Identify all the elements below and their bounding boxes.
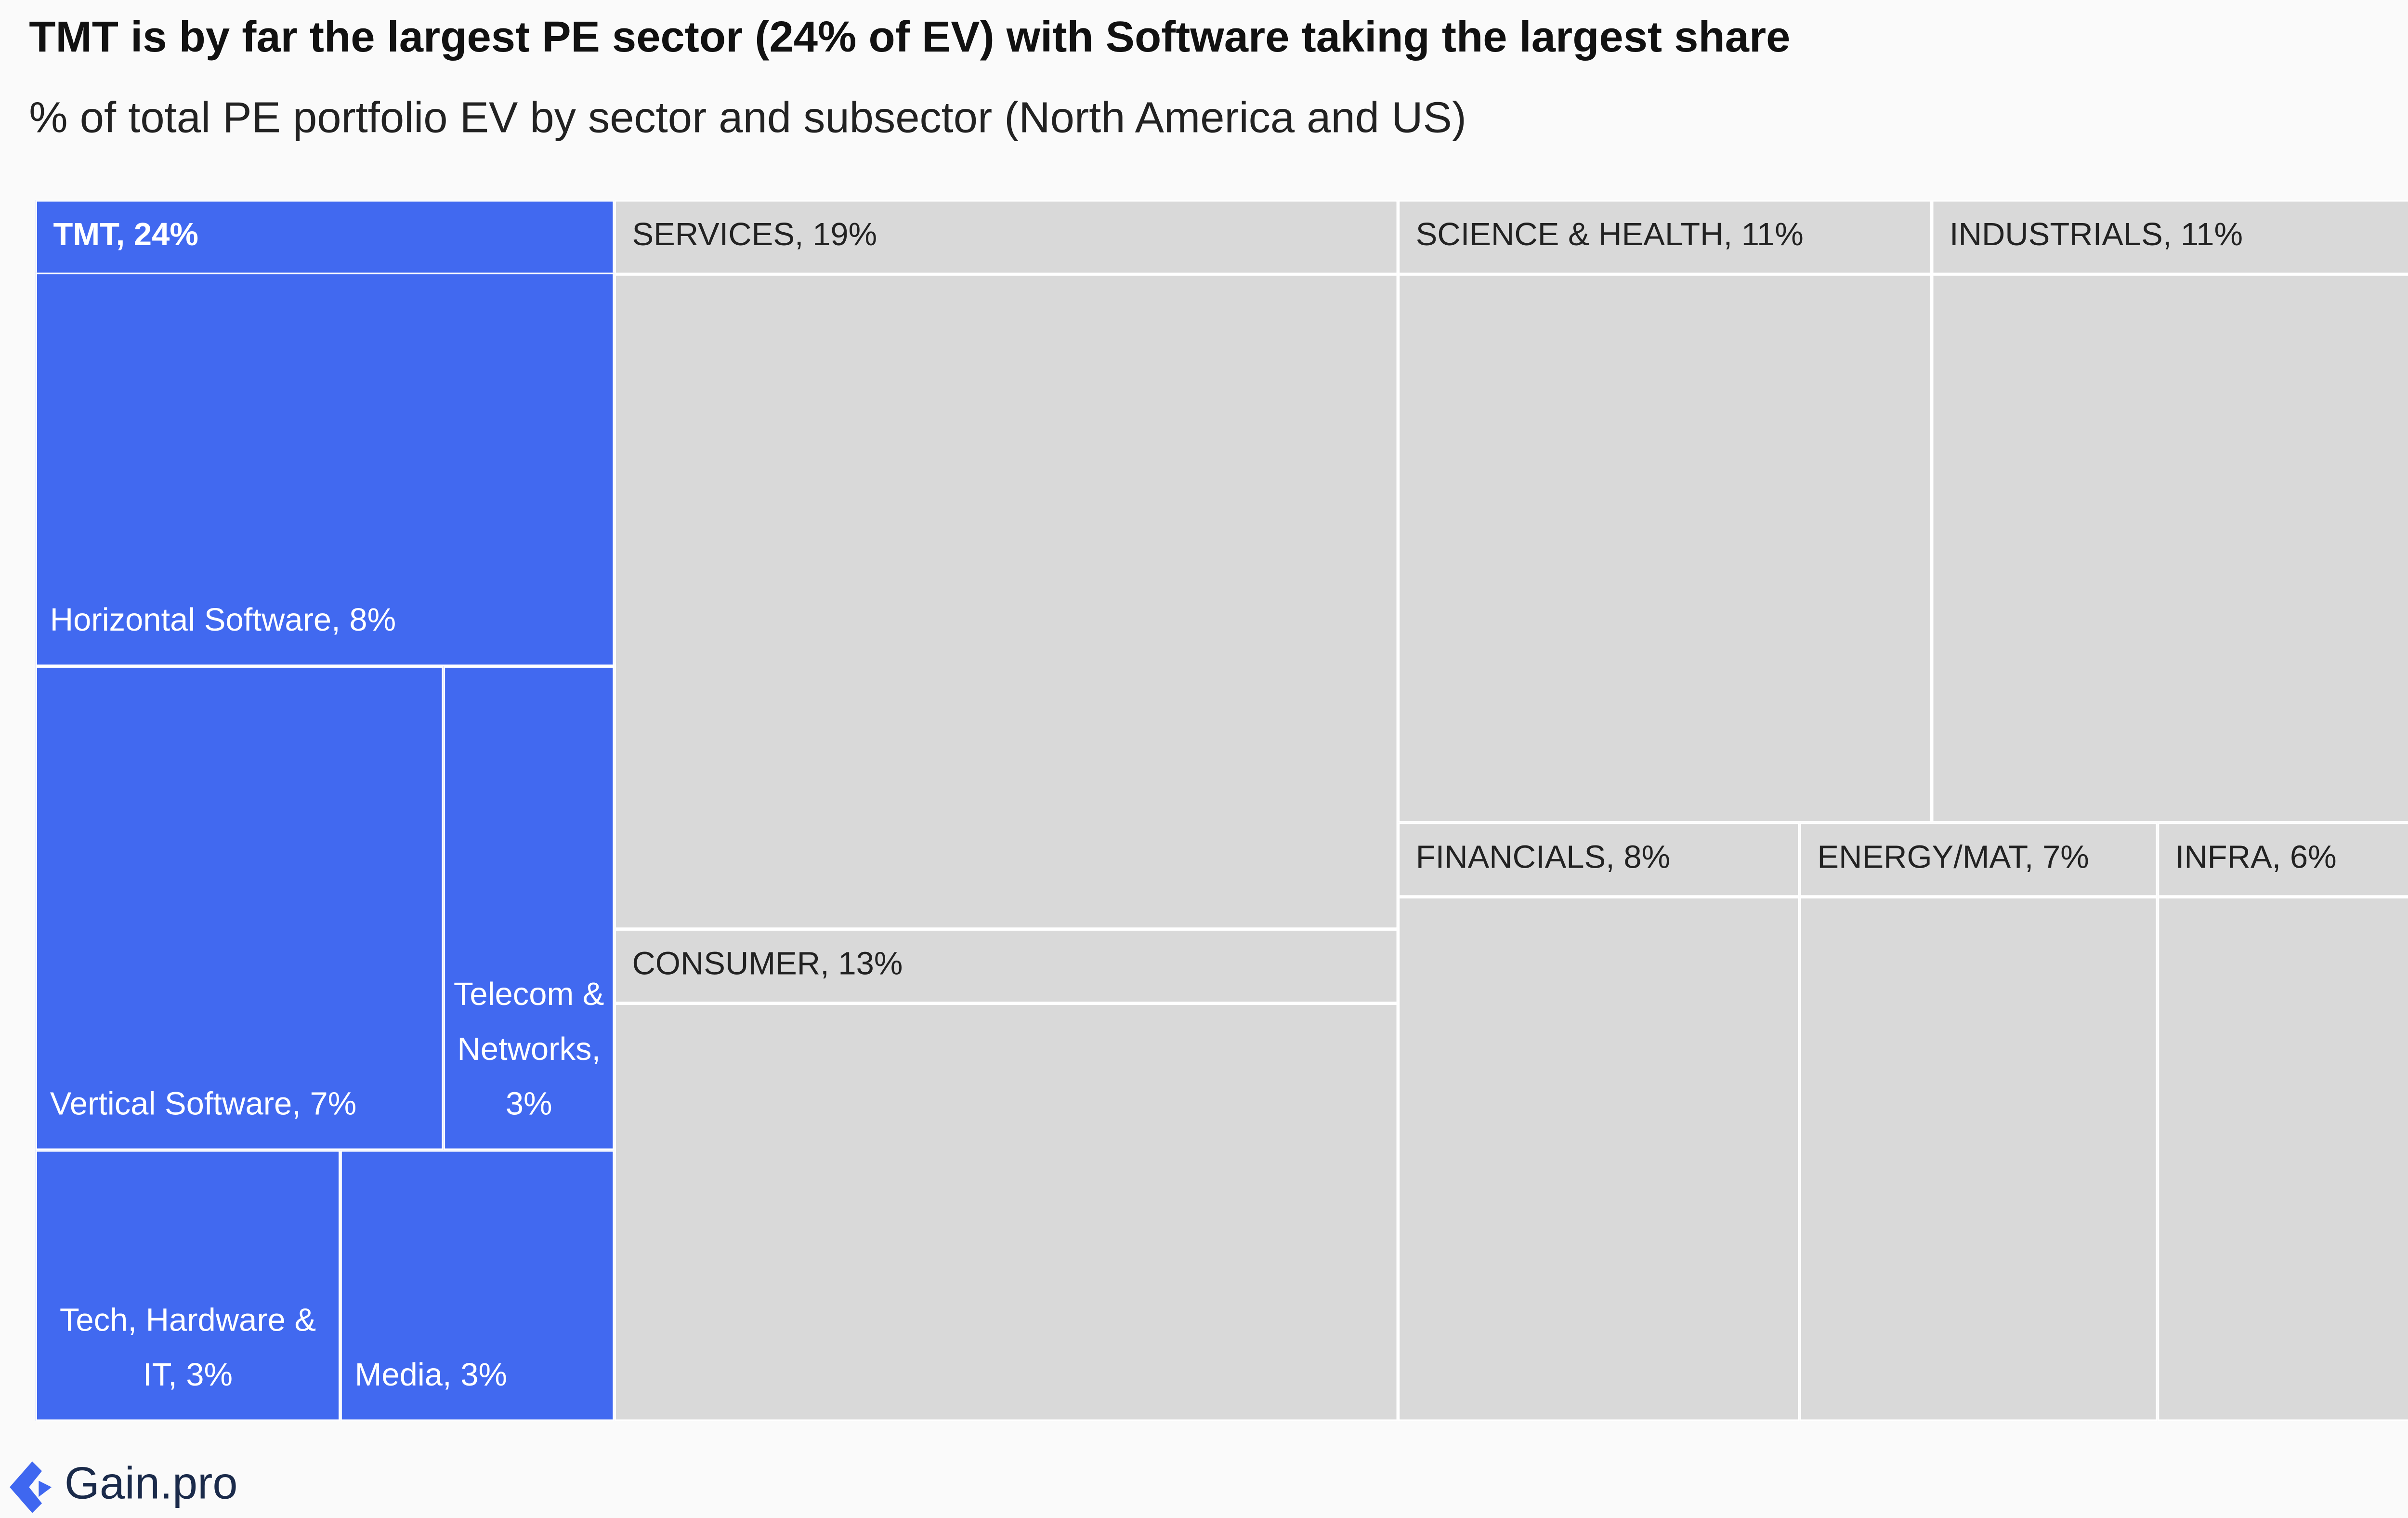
subsector-label: Tech, Hardware & IT, 3%	[59, 1303, 316, 1394]
sector-rect	[614, 200, 1398, 929]
sector-label: ENERGY/MAT, 7%	[1801, 824, 2156, 898]
subsector-label: Horizontal Software, 8%	[50, 603, 396, 639]
sector-rect	[614, 929, 1398, 1421]
sector-label: TMT, 24%	[37, 202, 613, 276]
subsector-label: Telecom & Networks, 3%	[453, 977, 604, 1123]
sector-label: INFRA, 6%	[2159, 824, 2408, 898]
sector-label: FINANCIALS, 8%	[1400, 824, 1798, 898]
subsector-rect	[35, 272, 615, 666]
sector-rect	[1932, 200, 2408, 823]
subsector-label: Vertical Software, 7%	[50, 1087, 357, 1123]
chart-title: TMT is by far the largest PE sector (24%…	[29, 13, 1791, 62]
logo-text: Gain.pro	[64, 1458, 238, 1508]
subsector-rect	[443, 666, 615, 1150]
subsector-rect	[35, 666, 444, 1150]
sector-rect	[1398, 200, 1932, 823]
sector-label: SERVICES, 19%	[616, 202, 1397, 276]
sector-label: INDUSTRIALS, 11%	[1933, 202, 2408, 276]
logo-icon	[10, 1461, 52, 1513]
chart-subtitle: % of total PE portfolio EV by sector and…	[29, 93, 1466, 142]
sector-label: SCIENCE & HEALTH, 11%	[1400, 202, 1930, 276]
subsector-rect	[35, 1150, 340, 1421]
sector-rect	[2157, 822, 2408, 1421]
sector-label: CONSUMER, 13%	[616, 931, 1397, 1005]
sector-rect	[1398, 822, 1800, 1421]
sector-rect	[1799, 822, 2158, 1421]
subsector-label: Media, 3%	[354, 1358, 508, 1394]
subsector-rect	[340, 1150, 615, 1421]
